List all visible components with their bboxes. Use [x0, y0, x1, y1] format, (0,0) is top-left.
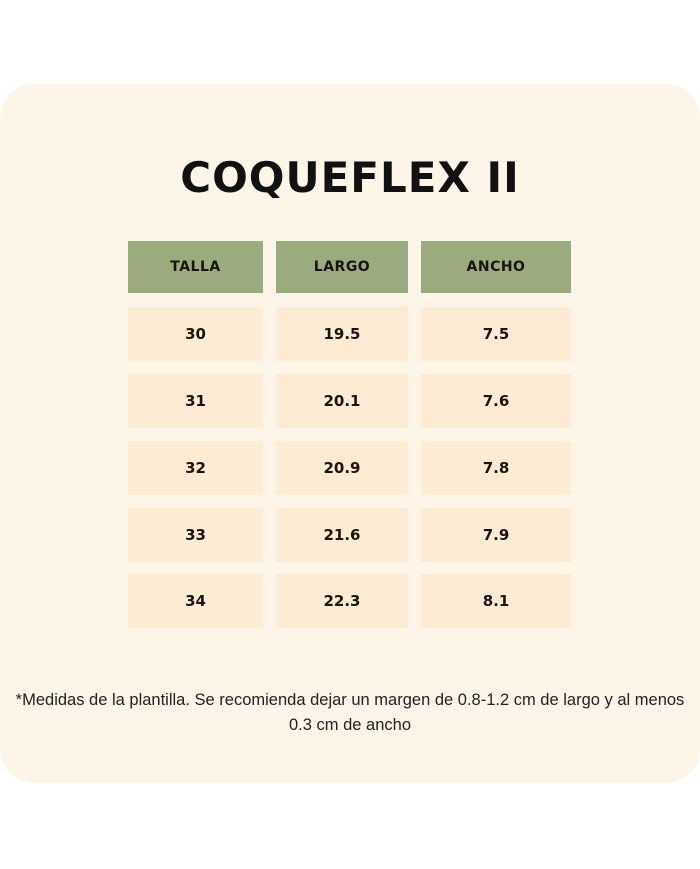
table-cell: 30 [128, 307, 263, 361]
header-largo: LARGO [276, 241, 408, 293]
table-cell: 19.5 [276, 307, 408, 361]
header-talla: TALLA [128, 241, 263, 293]
table-cell: 34 [128, 574, 263, 628]
page-title: COQUEFLEX II [180, 153, 520, 202]
table-cell: 31 [128, 374, 263, 428]
table-cell: 7.9 [421, 508, 571, 562]
table-cell: 32 [128, 441, 263, 495]
table-cell: 7.8 [421, 441, 571, 495]
table-cell: 7.6 [421, 374, 571, 428]
size-chart-card [0, 84, 700, 783]
table-cell: 33 [128, 508, 263, 562]
table-cell: 7.5 [421, 307, 571, 361]
table-cell: 8.1 [421, 574, 571, 628]
table-cell: 22.3 [276, 574, 408, 628]
footnote: *Medidas de la plantilla. Se recomienda … [0, 688, 700, 738]
table-cell: 21.6 [276, 508, 408, 562]
footnote-text: *Medidas de la plantilla. Se recomienda … [15, 691, 685, 734]
header-ancho: ANCHO [421, 241, 571, 293]
table-cell: 20.9 [276, 441, 408, 495]
table-cell: 20.1 [276, 374, 408, 428]
